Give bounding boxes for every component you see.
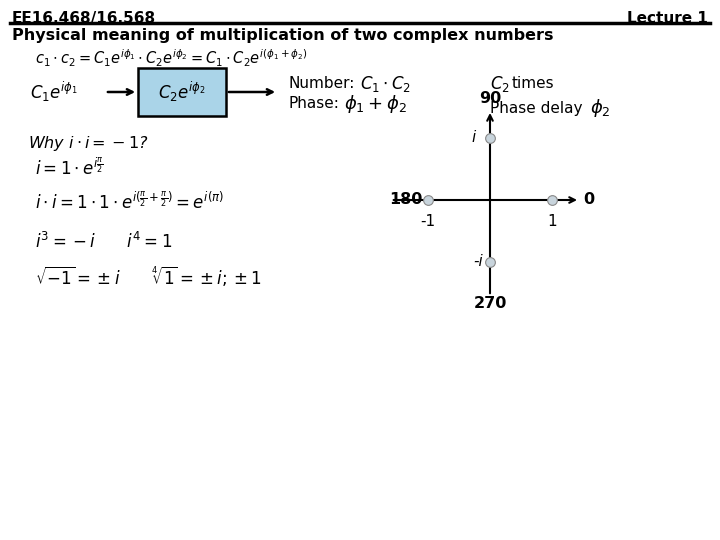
- Text: $C_1 e^{i\phi_1}$: $C_1 e^{i\phi_1}$: [30, 80, 78, 104]
- Text: Number:: Number:: [288, 77, 354, 91]
- Text: Phase:: Phase:: [288, 97, 339, 111]
- Text: $\phi_2$: $\phi_2$: [590, 97, 611, 119]
- Text: $C_1 \cdot C_2$: $C_1 \cdot C_2$: [360, 74, 411, 94]
- Text: EE16.468/16.568: EE16.468/16.568: [12, 11, 156, 26]
- Text: $\phi_1 + \phi_2$: $\phi_1 + \phi_2$: [344, 93, 407, 115]
- Text: times: times: [512, 77, 554, 91]
- Text: 1: 1: [547, 214, 557, 229]
- Text: 90: 90: [479, 91, 501, 106]
- Text: Why $i \cdot i = -1$?: Why $i \cdot i = -1$?: [28, 134, 148, 153]
- Text: $C_2$: $C_2$: [490, 74, 510, 94]
- Text: Physical meaning of multiplication of two complex numbers: Physical meaning of multiplication of tw…: [12, 28, 554, 43]
- Text: -i: -i: [473, 254, 483, 269]
- Text: 0: 0: [583, 192, 594, 207]
- Text: $i^3 = -i \qquad i^4 = 1$: $i^3 = -i \qquad i^4 = 1$: [35, 232, 172, 252]
- Text: -1: -1: [420, 214, 436, 229]
- Text: Lecture 1: Lecture 1: [627, 11, 708, 26]
- Text: $c_1 \cdot c_2 = C_1 e^{i\phi_1} \cdot C_2 e^{i\phi_2} = C_1 \cdot C_2 e^{i(\phi: $c_1 \cdot c_2 = C_1 e^{i\phi_1} \cdot C…: [35, 48, 307, 70]
- Text: $C_2 e^{i\phi_2}$: $C_2 e^{i\phi_2}$: [158, 80, 206, 104]
- Text: Phase delay: Phase delay: [490, 100, 582, 116]
- Text: $i = 1 \cdot e^{i\frac{\pi}{2}}$: $i = 1 \cdot e^{i\frac{\pi}{2}}$: [35, 158, 104, 179]
- Bar: [138, 68, 226, 116]
- Text: 180: 180: [390, 192, 423, 207]
- Text: $i \cdot i = 1 \cdot 1 \cdot e^{i(\frac{\pi}{2}+\frac{\pi}{2})} = e^{i(\pi)}$: $i \cdot i = 1 \cdot 1 \cdot e^{i(\frac{…: [35, 192, 224, 213]
- Text: $\sqrt{-1} = \pm i \qquad \sqrt[4]{1} = \pm i; \pm 1$: $\sqrt{-1} = \pm i \qquad \sqrt[4]{1} = …: [35, 264, 261, 288]
- Text: i: i: [472, 131, 476, 145]
- Text: 270: 270: [473, 296, 507, 311]
